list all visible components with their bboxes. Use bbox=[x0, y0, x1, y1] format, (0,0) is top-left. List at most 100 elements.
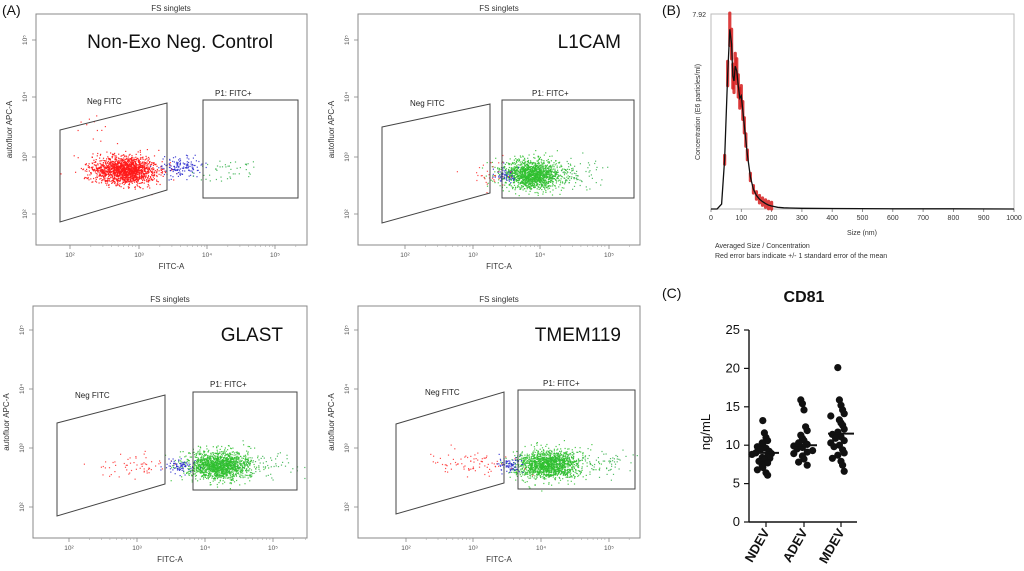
event-point bbox=[145, 166, 147, 168]
event-point bbox=[201, 453, 203, 455]
event-point bbox=[544, 188, 546, 190]
event-point bbox=[527, 185, 529, 187]
event-point bbox=[113, 181, 115, 183]
event-point bbox=[525, 174, 527, 176]
event-point bbox=[186, 458, 188, 460]
event-point bbox=[128, 184, 131, 186]
event-point bbox=[217, 455, 219, 457]
event-point bbox=[534, 183, 536, 185]
event-point bbox=[177, 164, 179, 166]
event-point bbox=[193, 460, 196, 462]
event-point bbox=[494, 182, 496, 184]
event-point bbox=[539, 174, 541, 176]
event-point bbox=[111, 182, 113, 184]
event-point bbox=[528, 193, 530, 195]
event-point bbox=[226, 470, 228, 472]
event-point bbox=[103, 171, 105, 173]
event-point bbox=[201, 461, 203, 463]
event-point bbox=[90, 173, 92, 175]
event-point bbox=[241, 459, 243, 461]
event-point bbox=[543, 170, 545, 172]
event-point bbox=[212, 457, 215, 459]
event-point bbox=[513, 179, 515, 181]
event-point bbox=[111, 168, 113, 170]
event-point bbox=[128, 186, 130, 188]
event-point bbox=[130, 177, 132, 179]
event-point bbox=[128, 172, 130, 174]
event-point bbox=[142, 179, 144, 182]
event-point bbox=[118, 169, 120, 171]
event-point bbox=[219, 452, 221, 454]
event-point bbox=[148, 171, 150, 173]
event-point bbox=[532, 166, 534, 168]
event-point bbox=[113, 175, 115, 177]
event-point bbox=[538, 163, 540, 165]
event-point bbox=[139, 165, 141, 167]
event-point bbox=[555, 171, 557, 173]
event-point bbox=[538, 184, 540, 186]
event-point bbox=[93, 161, 95, 163]
event-point bbox=[236, 456, 238, 458]
event-point bbox=[569, 176, 571, 178]
event-point bbox=[543, 182, 546, 184]
event-point bbox=[160, 174, 162, 176]
event-point bbox=[541, 168, 543, 170]
event-point bbox=[138, 159, 140, 162]
event-point bbox=[172, 466, 175, 468]
event-point bbox=[151, 170, 153, 172]
event-point bbox=[500, 168, 502, 170]
event-cloud bbox=[77, 115, 106, 140]
event-point bbox=[90, 172, 92, 174]
event-point bbox=[534, 187, 536, 189]
event-point bbox=[148, 185, 150, 187]
event-point bbox=[530, 180, 532, 182]
event-point bbox=[160, 168, 162, 170]
event-point bbox=[545, 184, 547, 186]
event-point bbox=[253, 463, 255, 466]
event-point bbox=[143, 161, 145, 163]
event-point bbox=[206, 459, 208, 461]
event-point bbox=[513, 178, 516, 180]
event-point bbox=[99, 170, 101, 172]
event-point bbox=[105, 174, 107, 176]
event-point bbox=[123, 167, 125, 169]
event-point bbox=[134, 186, 136, 188]
event-point bbox=[128, 164, 130, 166]
event-point bbox=[518, 195, 520, 197]
event-point bbox=[100, 168, 102, 171]
event-point bbox=[112, 182, 114, 184]
event-point bbox=[522, 189, 524, 191]
event-point bbox=[219, 467, 221, 469]
event-point bbox=[191, 164, 193, 166]
flow-panel-label: GLAST bbox=[221, 325, 284, 346]
event-point bbox=[522, 174, 524, 176]
event-point bbox=[524, 162, 526, 164]
event-point bbox=[191, 475, 193, 477]
event-point bbox=[535, 179, 537, 181]
event-point bbox=[601, 179, 603, 181]
event-point bbox=[545, 178, 547, 180]
event-point bbox=[560, 180, 562, 182]
event-point bbox=[141, 167, 144, 169]
event-point bbox=[115, 169, 117, 171]
event-point bbox=[144, 164, 146, 166]
event-point bbox=[104, 168, 106, 170]
event-point bbox=[541, 184, 543, 186]
event-point bbox=[137, 160, 140, 162]
event-point bbox=[556, 150, 558, 152]
event-point bbox=[220, 474, 222, 476]
event-point bbox=[218, 460, 220, 462]
event-point bbox=[104, 169, 106, 171]
event-point bbox=[541, 184, 543, 186]
event-point bbox=[117, 167, 119, 169]
event-point bbox=[138, 177, 140, 179]
event-point bbox=[187, 166, 190, 168]
event-point bbox=[121, 177, 123, 179]
event-point bbox=[223, 464, 226, 466]
event-point bbox=[250, 469, 253, 471]
event-point bbox=[137, 157, 139, 160]
event-point bbox=[106, 177, 108, 179]
event-point bbox=[545, 180, 547, 182]
event-point bbox=[229, 177, 232, 179]
event-point bbox=[110, 172, 112, 174]
